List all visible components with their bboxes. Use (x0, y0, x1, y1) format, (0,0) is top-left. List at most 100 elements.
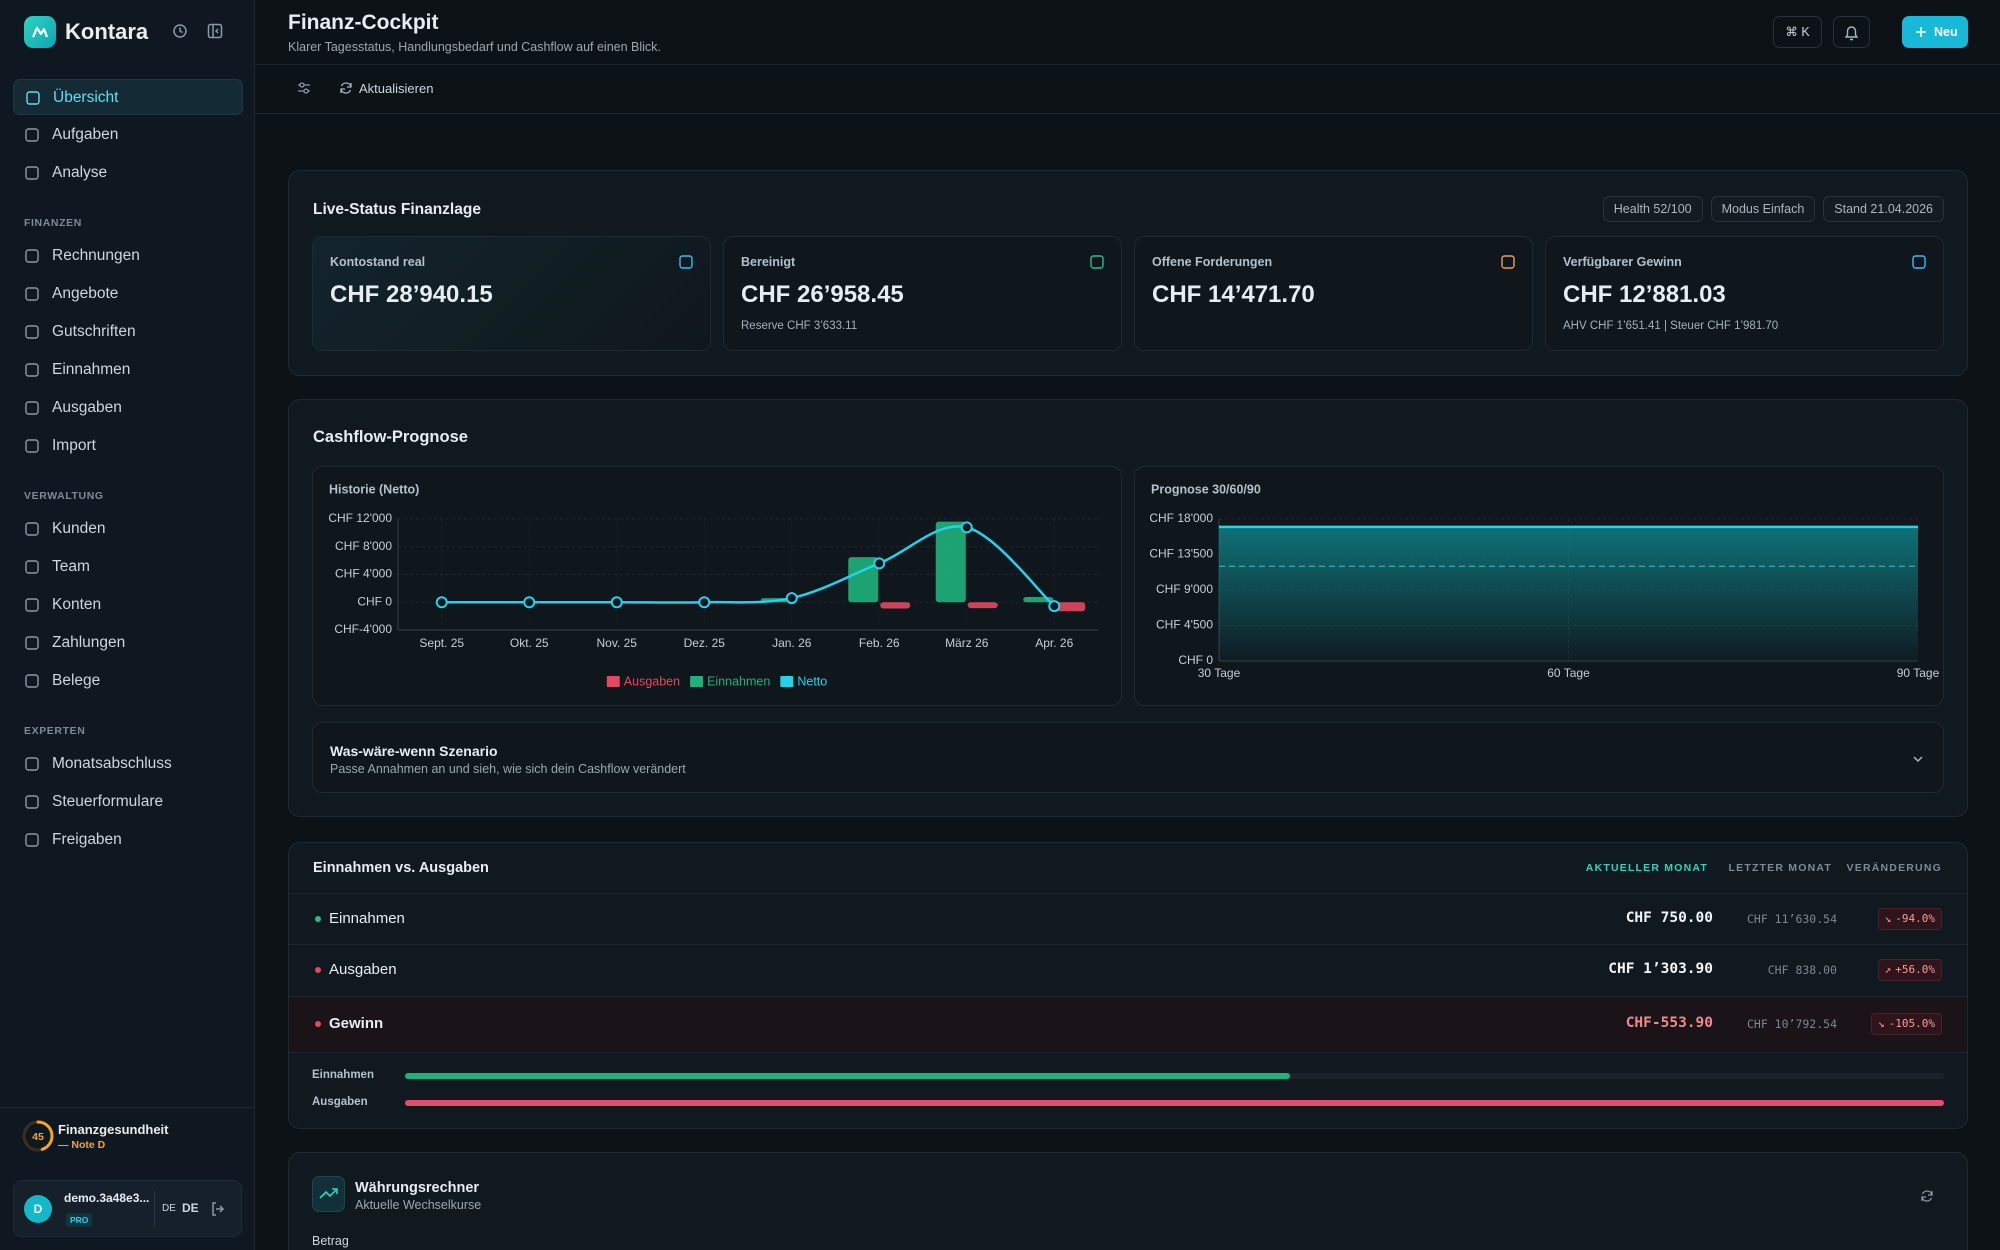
icon-shape (26, 91, 40, 105)
path (31, 26, 49, 38)
nav-item[interactable]: Monatsabschluss (13, 746, 243, 782)
row-divider (289, 996, 1967, 997)
nav-label: Übersicht (53, 89, 119, 106)
row-divider (289, 944, 1967, 945)
change-badge: ↘ -105.0% (1871, 1013, 1942, 1035)
nav-item[interactable]: Analyse (13, 155, 243, 191)
point (698, 596, 711, 609)
nav-label: Aufgaben (52, 126, 119, 143)
x-tick-label: Nov. 25 (597, 636, 638, 650)
nav-item[interactable]: Freigaben (13, 822, 243, 858)
nav-item[interactable]: Import (13, 428, 243, 464)
avatar[interactable]: D (24, 1195, 52, 1223)
nav-item[interactable]: Einnahmen (13, 352, 243, 388)
trend-icon (319, 1188, 338, 1199)
bar (880, 602, 911, 609)
y-tick-label: CHF 4'000 (335, 567, 392, 581)
point (523, 596, 536, 609)
point (960, 521, 973, 534)
section-label: VERWALTUNG (24, 490, 104, 502)
history-icon[interactable] (172, 23, 188, 39)
icon-shape (25, 757, 39, 771)
divider (255, 113, 2000, 114)
language[interactable]: DE (182, 1201, 199, 1215)
x-tick-label: Feb. 26 (859, 636, 900, 650)
x-tick-label: Okt. 25 (510, 636, 549, 650)
command-button[interactable]: ⌘ K (1773, 16, 1822, 48)
icon (25, 287, 39, 301)
icon (1501, 255, 1515, 269)
row-highlight (289, 997, 1967, 1052)
stat-card: Bereinigt CHF 26’958.45 Reserve CHF 3’633.… (723, 236, 1122, 351)
plan-badge: PRO (66, 1213, 93, 1227)
nav-label: Kunden (52, 520, 106, 537)
card-title: Live-Status Finanzlage (313, 201, 481, 218)
nav-item[interactable]: Belege (13, 663, 243, 699)
scenario-toggle[interactable]: Was-wäre-wenn Szenario Passe Annahmen an… (312, 722, 1944, 793)
circle (173, 24, 187, 38)
icon-shape (25, 833, 39, 847)
path (212, 1202, 225, 1216)
collapse-icon[interactable] (207, 23, 223, 39)
nav-item[interactable]: Ausgaben (13, 390, 243, 426)
legend-label: Einnahmen (707, 674, 770, 688)
live-status-card: Live-Status Finanzlage Health 52/100 Modu… (288, 170, 1968, 376)
currency-refresh[interactable] (1920, 1189, 1934, 1203)
nav-item[interactable]: Aufgaben (13, 117, 243, 153)
locale[interactable]: DE (162, 1203, 176, 1214)
new-button[interactable]: Neu (1902, 16, 1968, 48)
icon (26, 91, 40, 105)
nav-item[interactable]: Zahlungen (13, 625, 243, 661)
icon (25, 560, 39, 574)
badge: Health 52/100 (1602, 196, 1703, 222)
logo[interactable] (24, 16, 56, 48)
icon (25, 757, 39, 771)
change-value: -105.0% (1888, 1017, 1935, 1030)
x-tick-label: 60 Tage (1547, 666, 1590, 680)
nav-item[interactable]: Team (13, 549, 243, 585)
nav-item[interactable]: Kunden (13, 511, 243, 547)
nav-label: Konten (52, 596, 102, 613)
nav-item[interactable]: Rechnungen (13, 238, 243, 274)
nav-item[interactable]: Steuerformulare (13, 784, 243, 820)
bar (1055, 602, 1086, 612)
notification-button[interactable] (1833, 16, 1870, 48)
new-button-label: Neu (1934, 25, 1958, 39)
y-tick-label: CHF 12'000 (328, 511, 392, 525)
stat-value: CHF 28’940.15 (330, 281, 493, 308)
change-icon: ↗ (1884, 963, 1892, 976)
logout-icon[interactable] (210, 1201, 226, 1217)
row-label: Gewinn (329, 1015, 384, 1032)
path (340, 82, 352, 94)
path (1921, 1190, 1933, 1202)
logo-icon (31, 26, 49, 38)
x-tick-label: 90 Tage (1897, 666, 1940, 680)
health-gauge: 45 (22, 1120, 54, 1152)
section-label: FINANZEN (24, 217, 82, 229)
legend-swatch (606, 676, 620, 687)
nav-item[interactable]: Übersicht (13, 79, 243, 115)
nav-item[interactable]: Konten (13, 587, 243, 623)
nav-label: Freigaben (52, 831, 122, 848)
change-icon: ↘ (1884, 911, 1892, 925)
icon (25, 795, 39, 809)
icon-shape (25, 598, 39, 612)
icon-shape (25, 636, 39, 650)
bar-label: Einnahmen (312, 1069, 374, 1081)
filter-icon[interactable] (297, 81, 311, 95)
icon (25, 249, 39, 263)
nav-item[interactable]: Angebote (13, 276, 243, 312)
comparison-card: Einnahmen vs. Ausgaben AKTUELLER MONAT LE… (288, 842, 1968, 1129)
column-header: AKTUELLER MONAT (1585, 862, 1708, 874)
column-header: VERÄNDERUNG (1846, 862, 1942, 874)
y-tick-label: CHF 8'000 (335, 539, 392, 553)
divider (255, 64, 2000, 65)
nav-item[interactable]: Gutschriften (13, 314, 243, 350)
stat-card: Offene Forderungen CHF 14’471.70 (1134, 236, 1533, 351)
stat-card: Kontostand real CHF 28’940.15 (312, 236, 711, 351)
history-chart: Historie (Netto) CHF-4'000 CHF 0 CHF 4'000 C… (328, 482, 1098, 688)
stat-value: CHF 26’958.45 (741, 281, 904, 308)
badge: Modus Einfach (1710, 196, 1816, 222)
row-dot (315, 1021, 321, 1027)
